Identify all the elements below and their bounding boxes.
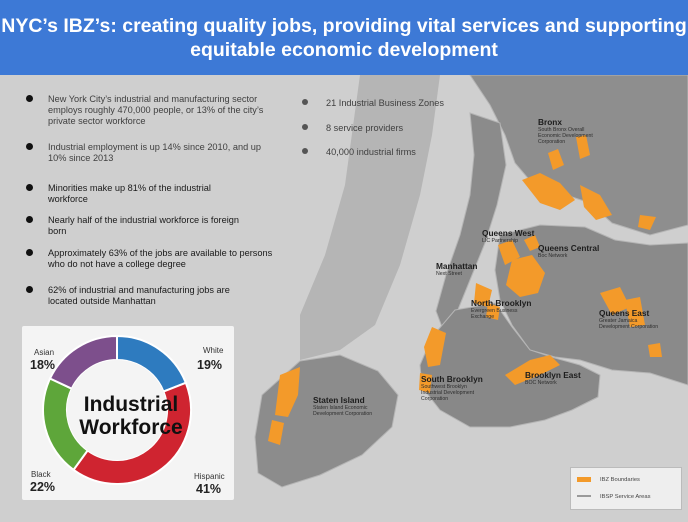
workforce-chart-card	[22, 326, 234, 500]
map-label-staten-island: Staten Island Staten Island Economic Dev…	[313, 395, 373, 417]
label-black: Black	[31, 470, 51, 479]
queens-landmass	[494, 224, 688, 386]
pct-hispanic: 41%	[196, 482, 222, 496]
map-label-north-brooklyn: North Brooklyn Evergreen Business Exchan…	[471, 298, 532, 320]
bullet-dot	[302, 124, 308, 130]
slide-header: NYC’s IBZ’s: creating quality jobs, prov…	[0, 0, 688, 75]
ibsp-line-swatch	[577, 495, 591, 498]
fact-item: New York City’s industrial and manufactu…	[26, 94, 283, 128]
pct-asian: 18%	[30, 358, 56, 372]
map-legend: IBZ Boundaries IBSP Service Areas	[570, 467, 682, 510]
fact-item: 62% of industrial and manufacturing jobs…	[26, 285, 253, 307]
stat-item: 40,000 industrial firms	[302, 147, 416, 157]
map-label-south-brooklyn: South Brooklyn Southwest Brooklyn Indust…	[421, 374, 483, 402]
slide-body: New York City’s industrial and manufactu…	[0, 75, 688, 522]
bronx-landmass	[469, 75, 688, 236]
fact-item: Nearly half of the industrial workforce …	[26, 215, 253, 237]
new-jersey-landmass	[300, 75, 440, 360]
map-label-manhattan: Manhattan Next Street	[436, 261, 478, 277]
slide-title-line-2: equitable economic development	[190, 39, 498, 61]
ibz-boundaries	[268, 135, 662, 445]
fact-item: Minorities make up 81% of the industrial…	[26, 183, 238, 205]
bullet-dot	[302, 148, 308, 154]
pct-white: 19%	[197, 358, 223, 372]
label-asian: Asian	[34, 348, 55, 357]
legend-item-ibz: IBZ Boundaries	[577, 477, 640, 483]
fact-item: Industrial employment is up 14% since 20…	[26, 142, 278, 164]
stat-item: 21 Industrial Business Zones	[302, 98, 444, 108]
map-label-brooklyn-east: Brooklyn East BOC Network	[525, 370, 581, 386]
map-label-queens-west: Queens West LIC Partnership	[482, 228, 535, 244]
fact-item: Approximately 63% of the jobs are availa…	[26, 248, 278, 270]
label-hispanic: Hispanic	[194, 472, 225, 481]
map-label-queens-east: Queens East Greater Jamaica Development …	[599, 308, 659, 330]
label-white: White	[203, 346, 224, 355]
bullet-dot	[26, 286, 33, 293]
pct-black: 22%	[30, 480, 56, 494]
map-label-bronx: Bronx South Bronx Overall Economic Devel…	[538, 117, 593, 145]
chart-center-title: Industrial Workforce	[79, 393, 183, 439]
workforce-donut-chart	[42, 334, 192, 485]
ibz-swatch	[577, 477, 591, 482]
bullet-dot	[26, 95, 33, 102]
bullet-dot	[302, 99, 308, 105]
stat-item: 8 service providers	[302, 123, 403, 133]
bullet-dot	[26, 216, 33, 223]
bullet-dot	[26, 184, 33, 191]
key-facts-list: New York City’s industrial and manufactu…	[0, 75, 300, 522]
legend-item-ibsp: IBSP Service Areas	[577, 494, 650, 500]
bullet-dot	[26, 143, 33, 150]
map-label-queens-central: Queens Central Boc Network	[538, 243, 600, 259]
donut-hole	[67, 360, 167, 460]
bullet-dot	[26, 249, 33, 256]
slide-title-line-1: NYC’s IBZ’s: creating quality jobs, prov…	[1, 15, 687, 37]
